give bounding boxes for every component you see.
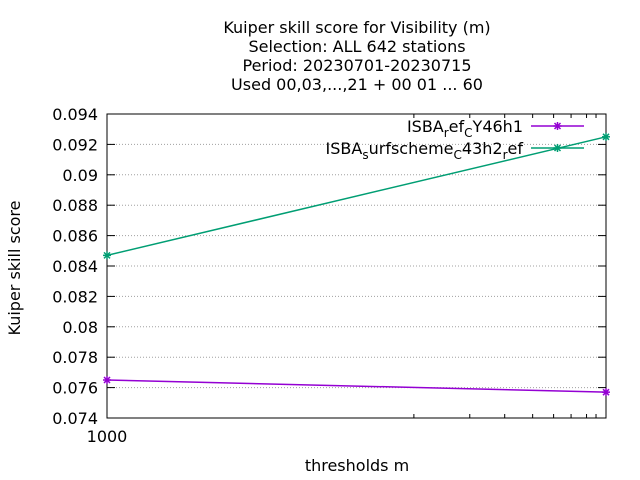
legend-label: ISBArefCY46h1 (407, 117, 523, 140)
legend-label: ISBAsurfschemeC43h2ref (326, 139, 524, 162)
series-line (106, 136, 607, 257)
chart-title-line: Used 00,03,...,21 + 00 01 ... 60 (231, 75, 483, 94)
chart-title-line: Kuiper skill score for Visibility (m) (223, 18, 490, 37)
y-tick-labels: 0.074 0.076 0.078 0.08 0.082 0.084 0.086 0.088 0… (52, 105, 98, 428)
chart-title-line: Period: 20230701-20230715 (242, 56, 471, 75)
y-tick-label: 0.076 (52, 379, 98, 398)
series-line (106, 379, 607, 393)
data-point (103, 376, 111, 384)
chart-title-line: Selection: ALL 642 stations (248, 37, 465, 56)
y-tick-label: 0.088 (52, 196, 98, 215)
y-tick-label: 0.09 (62, 166, 98, 185)
y-tick-label: 0.084 (52, 257, 98, 276)
legend-marker (553, 122, 562, 130)
y-tick-label: 0.094 (52, 105, 98, 124)
x-axis-label: thresholds m (305, 456, 409, 475)
y-tick-label: 0.08 (62, 318, 98, 337)
y-axis-label: Kuiper skill score (5, 201, 24, 336)
x-tick-labels: 1000 (87, 427, 128, 446)
data-series (103, 132, 610, 397)
y-tick-label: 0.086 (52, 227, 98, 246)
y-gridlines (107, 143, 606, 389)
y-tick-label: 0.092 (52, 135, 98, 154)
y-tick-label: 0.082 (52, 287, 98, 306)
legend-marker (553, 144, 562, 152)
y-tick-label: 0.078 (52, 348, 98, 367)
data-point (103, 251, 111, 260)
y-tick-label: 0.074 (52, 409, 98, 428)
x-tick-label: 1000 (87, 427, 128, 446)
chart-title: Kuiper skill score for Visibility (m) Se… (223, 18, 490, 94)
plot-frame (106, 113, 607, 419)
data-point (602, 132, 610, 141)
data-point (602, 388, 610, 397)
